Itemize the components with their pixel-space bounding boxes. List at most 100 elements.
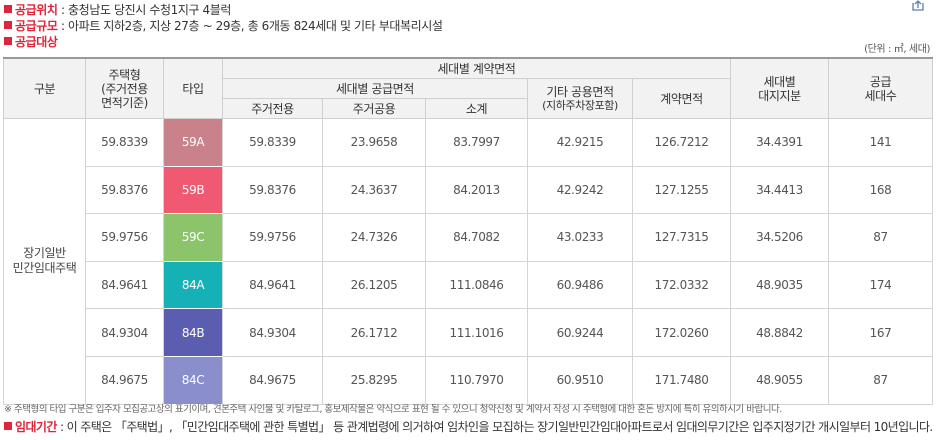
type-cell: 84C [163, 355, 223, 405]
type-cell: 59A [163, 118, 223, 167]
header-line: 세대수 [864, 88, 897, 103]
value-cell: 60.9510 [527, 355, 633, 405]
header-row: 주거전용 주거공용 소계 [4, 98, 933, 119]
header-cell: 기타 공용면적 (지하주차장포함) [527, 78, 633, 119]
value-cell: 59.9756 [222, 213, 323, 262]
value-cell: 24.3637 [322, 165, 426, 215]
bullet [4, 5, 12, 13]
header-row: 구분 주택형 (주거전용 면적기준) 타입 세대별 계약면적 세대별 대지지분 공급 세… [3, 57, 933, 119]
header-cell: 주거공용 [322, 98, 426, 119]
header-cell: 주거전용 [222, 98, 323, 119]
header-row: 세대별 공급면적 기타 공용면적 (지하주차장포함) 계약면적 [4, 78, 933, 119]
info-label: 공급규모 [15, 19, 58, 33]
value-cell: 84.9304 [85, 308, 164, 357]
value-cell: 34.5206 [730, 213, 829, 262]
header-cell: 세대별 계약면적 [222, 57, 731, 79]
value-cell: 42.9215 [527, 118, 633, 167]
bullet [4, 21, 12, 29]
value-cell: 26.1205 [322, 260, 426, 310]
header-line: 면적기준) [101, 95, 148, 110]
value-cell: 172.0332 [632, 260, 731, 310]
group-line: 장기일반 [23, 246, 66, 261]
value-cell: 48.9035 [730, 260, 829, 310]
unit-note: (단위 : ㎡, 세대) [864, 44, 930, 55]
info-text: : 아파트 지하2층, 지상 27층 ~ 29층, 총 6개동 824세대 및 … [60, 19, 443, 33]
type-cell: 59B [163, 165, 223, 215]
value-cell: 83.7997 [425, 118, 528, 167]
header-cell: 구분 [3, 57, 86, 119]
lease-label: 임대기간 [15, 420, 57, 434]
table-row: 59.8376 59B 59.8376 24.3637 84.2013 42.9242 12… [4, 165, 933, 215]
group-cell: 장기일반 민간임대주택 [3, 118, 86, 405]
table-row: 84.9641 84A 84.9641 26.1205 111.0846 60.9486 1… [4, 260, 933, 310]
header-cell: 소계 [425, 98, 528, 119]
share-button[interactable] [910, 0, 926, 12]
value-cell: 60.9486 [527, 260, 633, 310]
value-cell: 111.0846 [425, 260, 528, 310]
value-cell: 127.7315 [632, 213, 731, 262]
value-cell: 59.8339 [222, 118, 323, 167]
value-cell: 42.9242 [527, 165, 633, 215]
value-cell: 168 [828, 165, 933, 215]
value-cell: 48.9055 [730, 355, 829, 405]
header-cell: 계약면적 [632, 78, 731, 119]
info-text: : 충청남도 당진시 수청1지구 4블럭 [60, 3, 232, 17]
value-cell: 87 [828, 213, 933, 262]
value-cell: 34.4413 [730, 165, 829, 215]
value-cell: 84.9675 [222, 355, 323, 405]
type-cell: 59C [163, 213, 223, 262]
value-cell: 60.9244 [527, 308, 633, 357]
header-line: (지하주차장포함) [542, 98, 618, 112]
value-cell: 141 [828, 118, 933, 167]
table-body: 장기일반 민간임대주택 59.8339 59A 59.8339 23.9658 83.799… [3, 118, 933, 405]
value-cell: 167 [828, 308, 933, 357]
value-cell: 111.1016 [425, 308, 528, 357]
value-cell: 59.8376 [222, 165, 323, 215]
type-cell: 84A [163, 260, 223, 310]
value-cell: 84.9641 [85, 260, 164, 310]
value-cell: 84.9641 [222, 260, 323, 310]
bullet [4, 37, 12, 45]
header-cell: 세대별 공급면적 [222, 78, 528, 99]
header-cell: 주택형 (주거전용 면적기준) [85, 57, 164, 119]
value-cell: 126.7212 [632, 118, 731, 167]
value-cell: 59.8339 [85, 118, 164, 167]
value-cell: 171.7480 [632, 355, 731, 405]
table-row: 84.9304 84B 84.9304 26.1712 111.1016 60.9244 1… [4, 308, 933, 357]
header-line: 대지지분 [758, 88, 801, 103]
value-cell: 43.0233 [527, 213, 633, 262]
value-cell: 110.7970 [425, 355, 528, 405]
info-line: 공급규모 : 아파트 지하2층, 지상 27층 ~ 29층, 총 6개동 824… [4, 17, 443, 34]
value-cell: 84.9304 [222, 308, 323, 357]
value-cell: 48.8842 [730, 308, 829, 357]
value-cell: 84.2013 [425, 165, 528, 215]
table-row: 59.9756 59C 59.9756 24.7326 84.7082 43.0233 12… [4, 213, 933, 262]
table-row: 장기일반 민간임대주택 59.8339 59A 59.8339 23.9658 83.799… [3, 118, 933, 405]
header-cell: 타입 [163, 57, 223, 119]
value-cell: 59.8376 [85, 165, 164, 215]
header-line: 세대별 [763, 74, 796, 89]
footnote: ※ 주택형의 타입 구분은 입주자 모집공고상의 표기이며, 견본주택 사인물 … [4, 404, 782, 415]
table-header: 구분 주택형 (주거전용 면적기준) 타입 세대별 계약면적 세대별 대지지분 공급 세… [3, 57, 933, 119]
value-cell: 84.7082 [425, 213, 528, 262]
info-label: 공급위치 [15, 3, 58, 17]
header-line: (주거전용 [101, 81, 148, 96]
header-cell: 세대별 대지지분 [730, 57, 829, 119]
header-cell: 공급 세대수 [828, 57, 933, 119]
section-title-text: 공급대상 [15, 35, 58, 49]
header-line: 기타 공용면적 [546, 84, 614, 99]
value-cell: 87 [828, 355, 933, 405]
group-line: 민간임대주택 [12, 261, 77, 276]
table-row: 84.9675 84C 84.9675 25.8295 110.7970 60.9510 1… [4, 355, 933, 405]
value-cell: 127.1255 [632, 165, 731, 215]
bullet [4, 422, 12, 430]
header-line: 주택형 [108, 67, 141, 82]
type-cell: 84B [163, 308, 223, 357]
value-cell: 24.7326 [322, 213, 426, 262]
lease-text: : 이 주택은 「주택법」, 「민간임대주택에 관한 특별법」 등 관계법령에 … [59, 420, 933, 434]
value-cell: 84.9675 [85, 355, 164, 405]
value-cell: 34.4391 [730, 118, 829, 167]
value-cell: 25.8295 [322, 355, 426, 405]
